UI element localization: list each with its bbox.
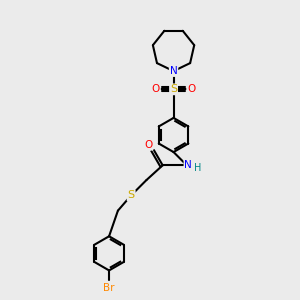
Text: N: N bbox=[184, 160, 192, 170]
Text: O: O bbox=[187, 84, 195, 94]
Text: O: O bbox=[144, 140, 153, 150]
Text: N: N bbox=[170, 66, 177, 76]
Text: S: S bbox=[128, 190, 135, 200]
Text: H: H bbox=[194, 163, 202, 173]
Text: Br: Br bbox=[103, 283, 115, 292]
Text: S: S bbox=[170, 84, 177, 94]
Text: O: O bbox=[152, 84, 160, 94]
